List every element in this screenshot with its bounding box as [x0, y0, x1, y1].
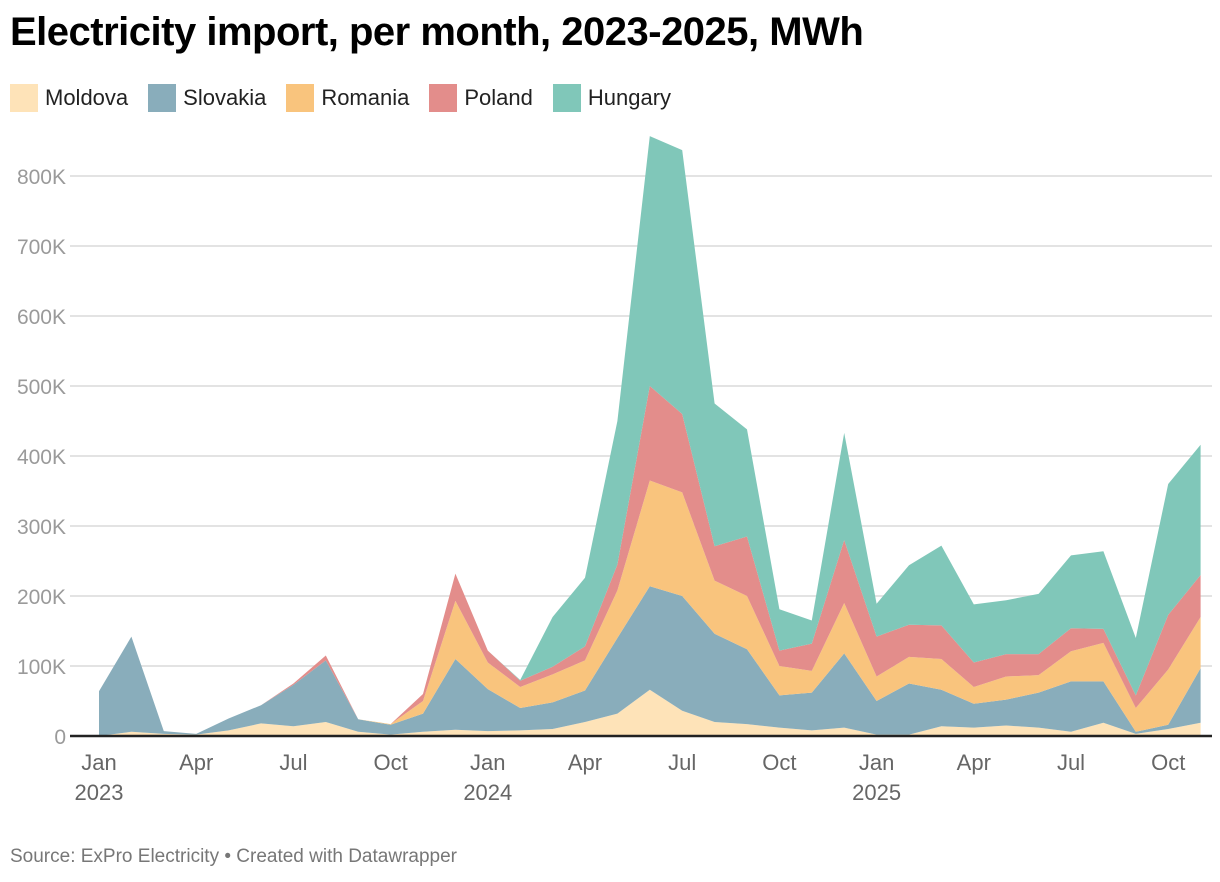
x-tick-label: Jul	[279, 750, 307, 775]
legend-swatch-slovakia	[148, 84, 177, 112]
x-tick-label: Oct	[373, 750, 407, 775]
y-tick-label: 700K	[17, 236, 66, 259]
chart-title: Electricity import, per month, 2023-2025…	[10, 10, 864, 54]
area-poland	[99, 386, 1201, 734]
legend-item-poland: Poland	[429, 84, 533, 112]
source-note: Source: ExPro Electricity • Created with…	[10, 846, 457, 867]
legend-label: Slovakia	[183, 85, 267, 110]
x-tick-label: Jan	[470, 750, 505, 775]
x-tick-year-label: 2023	[75, 780, 124, 805]
legend-swatch-poland	[429, 84, 458, 112]
area-hungary	[99, 136, 1201, 734]
y-tick-label: 400K	[17, 446, 66, 469]
area-romania	[99, 480, 1201, 734]
legend-label: Romania	[321, 85, 410, 110]
legend-item-hungary: Hungary	[552, 84, 672, 112]
y-tick-label: 200K	[17, 586, 66, 609]
legend-item-moldova: Moldova	[10, 84, 128, 112]
x-tick-label: Jan	[81, 750, 116, 775]
legend: Moldova Slovakia Romania Poland Hungary	[10, 84, 691, 112]
x-tick-label: Jul	[1057, 750, 1085, 775]
y-tick-label: 300K	[17, 516, 66, 539]
y-tick-label: 0	[54, 726, 66, 749]
x-tick-label: Apr	[179, 750, 213, 775]
x-tick-label: Apr	[568, 750, 602, 775]
legend-swatch-romania	[286, 84, 315, 112]
y-tick-label: 800K	[17, 166, 66, 189]
legend-item-slovakia: Slovakia	[148, 84, 266, 112]
x-tick-year-label: 2025	[852, 780, 901, 805]
x-tick-label: Apr	[957, 750, 991, 775]
x-tick-label: Jul	[668, 750, 696, 775]
legend-item-romania: Romania	[286, 84, 409, 112]
y-tick-label: 600K	[17, 306, 66, 329]
x-tick-label: Oct	[1151, 750, 1185, 775]
x-tick-label: Oct	[762, 750, 796, 775]
area-moldova	[99, 689, 1201, 736]
y-tick-label: 100K	[17, 656, 66, 679]
legend-label: Poland	[464, 85, 533, 110]
x-tick-year-label: 2024	[463, 780, 512, 805]
y-tick-label: 500K	[17, 376, 66, 399]
legend-swatch-moldova	[10, 84, 38, 112]
legend-label: Moldova	[45, 85, 129, 110]
x-tick-label: Jan	[859, 750, 894, 775]
legend-label: Hungary	[587, 85, 672, 110]
legend-swatch-hungary	[552, 84, 581, 112]
area-slovakia	[99, 586, 1201, 736]
